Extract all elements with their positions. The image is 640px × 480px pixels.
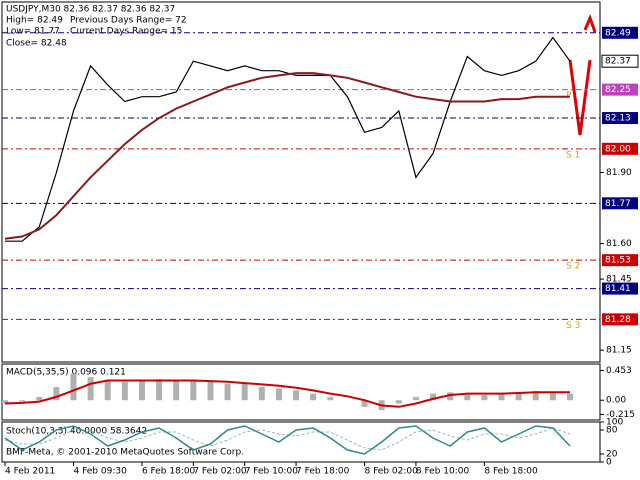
macd-bar xyxy=(532,391,539,401)
macd-bar xyxy=(224,383,231,401)
macd-bar xyxy=(70,373,77,401)
macd-bar xyxy=(36,396,43,401)
macd-bar xyxy=(567,393,573,401)
macd-bar xyxy=(121,381,128,401)
x-tick-label: 7 Feb 18:00 xyxy=(296,467,350,477)
level-label: 82.00 xyxy=(605,144,631,154)
macd-bar xyxy=(207,381,214,401)
macd-panel xyxy=(1,363,601,421)
info: Current Days Range= 15 xyxy=(70,27,182,37)
x-tick-label: 6 Feb 18:00 xyxy=(142,467,196,477)
x-tick-label: 8 Feb 02:00 xyxy=(365,467,419,477)
macd-bar xyxy=(361,400,368,407)
x-tick-label: 4 Feb 09:30 xyxy=(73,467,127,477)
macd-bar xyxy=(138,380,145,401)
forecast-arrow xyxy=(568,13,597,136)
y-tick-label: 81.15 xyxy=(606,346,632,356)
series-line xyxy=(4,72,570,240)
macd-bar xyxy=(310,393,317,401)
y-tick-label: 20 xyxy=(606,450,618,460)
y-tick-label: 0.00 xyxy=(606,396,626,406)
macd-bar xyxy=(549,392,556,401)
level-box xyxy=(602,254,638,267)
stoch-title: Stoch(10,3,3) 40.0000 58.3642 xyxy=(6,427,147,437)
macd-bar xyxy=(447,392,454,401)
level-label: 82.49 xyxy=(605,28,631,38)
x-tick-label: 7 Feb 10:00 xyxy=(245,467,299,477)
macd-bar xyxy=(241,383,248,401)
macd-bar xyxy=(275,388,282,401)
x-tick-label: 4 Feb 2011 xyxy=(5,467,55,477)
macd-bar xyxy=(156,379,163,401)
macd-bar xyxy=(104,380,111,401)
macd-bar xyxy=(481,394,488,401)
macd-bar xyxy=(53,387,60,401)
info: High= 82.49 xyxy=(6,16,63,26)
level-box xyxy=(602,313,638,326)
level-label: 82.25 xyxy=(605,85,631,95)
macd-bar xyxy=(498,393,505,401)
macd-bar xyxy=(293,390,300,401)
info: Low= 81.77 xyxy=(6,27,60,37)
level-box xyxy=(602,142,638,155)
macd-bar xyxy=(2,400,8,404)
macd-bar xyxy=(258,387,265,401)
y-tick-label: 81.45 xyxy=(606,275,632,285)
level-label: 81.28 xyxy=(605,315,631,325)
level-box xyxy=(602,282,638,295)
stoch-panel xyxy=(1,421,601,463)
level-box xyxy=(602,197,638,210)
macd-bar xyxy=(173,380,180,401)
x-tick-label: 7 Feb 02:00 xyxy=(193,467,247,477)
macd-bar xyxy=(515,392,522,401)
last-label: 82.37 xyxy=(605,57,631,67)
x-tick-label: 8 Feb 18:00 xyxy=(484,467,538,477)
macd-bar xyxy=(430,393,437,401)
macd-bar xyxy=(327,396,334,401)
y-tick-label: 80 xyxy=(606,426,618,436)
info: Close= 82.48 xyxy=(6,39,67,49)
series-line xyxy=(4,427,571,451)
level-label: 81.77 xyxy=(605,199,631,209)
level-label: 82.13 xyxy=(605,114,631,124)
last-box xyxy=(601,54,639,68)
y-tick-label: 81.60 xyxy=(606,239,632,249)
macd-bar xyxy=(190,380,197,401)
macd-bar xyxy=(19,400,26,402)
level-box xyxy=(602,26,638,39)
credit: BMF-Meta, © 2001-2010 MetaQuotes Softwar… xyxy=(6,448,244,458)
level-label: 81.53 xyxy=(605,256,631,266)
x-tick-label: 8 Feb 10:00 xyxy=(416,467,470,477)
chart-title: USDJPY,M30 82.36 82.37 82.36 82.37 xyxy=(6,5,175,15)
main-panel xyxy=(1,1,601,363)
macd-bar xyxy=(412,396,419,401)
y-tick-label: 81.90 xyxy=(606,168,632,178)
level-tag: S 1 xyxy=(566,150,580,160)
info: Previous Days Range= 72 xyxy=(70,16,187,26)
level-box xyxy=(602,83,638,96)
macd-bar xyxy=(87,377,94,401)
macd-bar xyxy=(395,400,402,404)
series-line xyxy=(4,379,570,408)
level-tag: S 3 xyxy=(566,321,580,331)
macd-title: MACD(5,35,5) 0.096 0.121 xyxy=(6,368,126,378)
y-tick-label: 0.453 xyxy=(606,366,632,376)
series-line xyxy=(4,425,571,455)
y-tick-label: 0 xyxy=(606,458,612,468)
series-line xyxy=(5,36,571,242)
level-label: 81.41 xyxy=(605,284,631,294)
level-box xyxy=(602,112,638,125)
macd-bar xyxy=(464,393,471,401)
y-tick-label: -0.215 xyxy=(606,410,635,420)
level-tag: S 2 xyxy=(566,262,580,272)
y-tick-label: 100 xyxy=(606,418,623,428)
